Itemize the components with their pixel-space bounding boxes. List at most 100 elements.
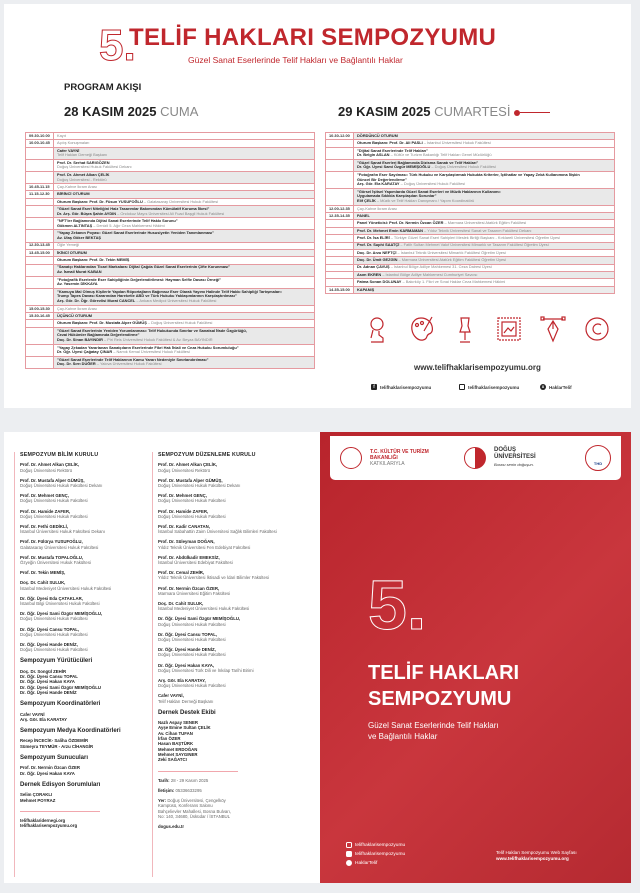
website-url[interactable]: www.telifhaklarisempozyumu.org xyxy=(414,363,541,372)
entry-bold: PANEL xyxy=(357,212,370,218)
content-cell: Fatma Sonan DOLUNAY – Bakırköy 1. Fikri … xyxy=(353,278,615,287)
entry-bold: İKİNCİ OTURUM xyxy=(57,249,87,255)
cover-x[interactable]: HaklarTelif xyxy=(346,860,377,866)
list-name: Nazlı Aspay SENER xyxy=(158,719,198,725)
instagram-handle: telifhaklarisempozyumu xyxy=(468,384,520,390)
content-cell: Prof. Dr. İsa ELİRİ – Türkiye Güzel Sana… xyxy=(353,234,615,243)
entry-detail: – Ankara Medipol Üniversitesi Hukuk Fakü… xyxy=(136,298,217,304)
stamp-icon xyxy=(496,314,522,349)
content-cell: "Fotoğrafın Eser Sayılması: Türk Hukuku … xyxy=(353,170,615,189)
time-cell: 09.30-10.00 xyxy=(25,131,54,141)
member-affiliation: Doğuş Üniversitesi Hukuk Fakültesi xyxy=(158,498,226,504)
content-cell: DÖRDÜNCÜ OTURUM xyxy=(353,131,615,141)
cover-facebook[interactable]: telifhaklarisempozyumu xyxy=(346,851,405,857)
entry-bold: Uygulamada Sıklıkla Karşılaşılan Sorunla… xyxy=(357,193,437,199)
list-name: Sümeyra TEYMÜR - Arzu CİHANGİR xyxy=(20,743,94,749)
date: 28 - 29 Kasım 2025 xyxy=(169,777,209,783)
member-affiliation: Yıldız Teknik Üniversitesi İktisadi ve İ… xyxy=(158,575,269,581)
day2-weekday: CUMARTESİ xyxy=(434,104,511,119)
committee-member: Prof. Dr. Mehmet GENÇ, Doğuş Üniversitesi… xyxy=(158,493,317,503)
entry-line: Prof. Dr. Ahmet Alkan ÇELİK xyxy=(57,172,311,178)
entry-line: Doç. Dr. Sırrı DÜĞER – Yalova Üniversite… xyxy=(57,362,311,367)
entry-bold: Gökmen ALTINTAŞ xyxy=(57,222,93,228)
program-page: 5. TELİF HAKLARI SEMPOZYUMU Güzel Sanat … xyxy=(4,4,631,408)
edisyon-list: Selim ÇORAKLI Mehmet POYRAZ xyxy=(20,792,154,803)
x-handle: HaklarTelif xyxy=(549,384,572,390)
entry-line: "Güzel Sanat Eserlerinde Telif Haklarını… xyxy=(57,357,311,363)
time-cell xyxy=(25,326,54,345)
committee-member: Prof. Dr. Hamide ZAFER, Doğuş Üniversites… xyxy=(158,509,317,519)
time-cell xyxy=(325,256,354,265)
entry-line: Öğle Yemeği xyxy=(57,242,311,248)
dogus-text: DOĞUŞ ÜNİVERSİTESİ Burası senin doğuşun. xyxy=(494,447,539,469)
content-cell: "Güzel Sanat Eserlerinde Telif Haklarını… xyxy=(53,355,315,369)
content-cell: "Güzel Sanat Eseri Niteliğini Haiz Tasar… xyxy=(53,205,315,219)
list-name: Dr. Öğr. Üyesi Hakan KAYA xyxy=(20,679,75,685)
member-affiliation: Yıldız Teknik Üniversitesi Fen Edebiyat … xyxy=(158,544,251,550)
duzenleme-title: SEMPOZYUM DÜZENLEME KURULU xyxy=(158,452,256,458)
content-cell: Oturum Başkanı: Prof. Dr. Tekin MEMİŞ xyxy=(53,256,315,265)
time-cell xyxy=(325,170,354,189)
entry-bold: Doç. Dr. Arzu NEFTÇİ xyxy=(357,249,397,255)
yurutucu-list: Doç. Dr. Songül ZEHİR Dr. Öğr. Üyesi Cans… xyxy=(20,669,154,696)
committee-member: Prof. Dr. Mustafa Alper GÜMÜŞ, Doğuş Üniv… xyxy=(158,478,317,488)
content-cell: PANEL xyxy=(353,212,615,221)
entry-bold: Doç. Dr. Ümit GEZGİN xyxy=(357,257,398,263)
entry-detail: Çay-Kahve İkram Arası xyxy=(357,205,398,211)
schedule-row: Oturum Başkanı: Prof. Dr. Füsun YUSUFOĞL… xyxy=(25,197,315,207)
cover-number: 5. xyxy=(367,566,427,644)
entry-line: "Yapay Zekanın Poyası: Güzel Sanat Eserl… xyxy=(57,230,311,236)
committee-member: Prof. Dr. Süleyman DOĞAN, Yıldız Teknik Ü… xyxy=(158,539,317,549)
ministry-text: T.C. KÜLTÜR VE TURİZM BAKANLIĞI KATKILARI… xyxy=(370,449,440,467)
schedule-row: "Güzel Sanat Eseri Niteliğini Haiz Tasar… xyxy=(25,205,315,219)
link[interactable]: telifhaklarisempozyumu.org xyxy=(20,823,78,829)
x-link[interactable]: x HaklarTelif xyxy=(540,384,572,390)
edition-number: 5. xyxy=(99,21,137,70)
cover-web-url[interactable]: www.telifhaklarisempozyumu.org xyxy=(496,856,569,862)
entry-line: Telif Hakları Derneği Başkanı xyxy=(57,152,311,158)
member-affiliation: Doğuş Üniversitesi Hukuk Fakültesi xyxy=(158,683,226,689)
cover-title-2: SEMPOZYUMU xyxy=(368,688,512,710)
content-cell: Öğle Yemeği xyxy=(53,241,315,250)
schedule-row: Oturum Başkanı: Prof. Dr. Ali PASLI – İs… xyxy=(325,139,615,148)
divider xyxy=(520,112,551,114)
list-name: Cafer VAYNİ xyxy=(20,711,45,717)
links: telifhaklaridernegi.org telifhaklarisempo… xyxy=(20,818,154,829)
content-cell: BİRİNCİ OTURUM xyxy=(53,190,315,199)
instagram-link[interactable]: telifhaklarisempozyumu xyxy=(459,384,519,390)
entry-line: Çay-Kahve İkram Arası xyxy=(57,184,311,190)
day2-heading: 29 KASIM 2025 CUMARTESİ xyxy=(338,104,551,119)
thd-logo: THD xyxy=(585,445,611,471)
time-cell: 11.15-12.30 xyxy=(25,190,54,199)
content-cell: "Dijital Sanat Eserlerinde Telif Hakları… xyxy=(353,146,615,160)
entry-line: Doç. Dr. Arzu NEFTÇİ – İstanbul Teknik Ü… xyxy=(357,249,611,256)
entry-bold: "NFT'ler Bağlamında Dijital Sanat Eserle… xyxy=(57,218,178,224)
time-cell xyxy=(25,355,54,369)
ministry-name: T.C. KÜLTÜR VE TURİZM BAKANLIĞI xyxy=(370,449,429,461)
member-affiliation: Doğuş Üniversitesi Türk Dili ve İnkılap … xyxy=(158,667,254,673)
member-name: Prof. Dr. Kadir CANATAN, xyxy=(158,523,210,529)
icon-row xyxy=(364,314,610,349)
entry-detail: – Fatih Sultan Mehmet Vakıf Üniversitesi… xyxy=(400,242,549,248)
cover-web-label: Telif Hakları Sempozyumu Web Sayfası xyxy=(496,850,577,855)
facebook-link[interactable]: f telifhaklarisempozyumu xyxy=(371,384,431,390)
list-name: Zeki SAĞATCI xyxy=(158,757,187,763)
link[interactable]: telifhaklaridernegi.org xyxy=(20,817,66,823)
entry-bold: Prof. Dr. İsa ELİRİ xyxy=(357,234,390,240)
entry-line: Çay-Kahve İkram Arası xyxy=(357,205,611,212)
cover-instagram[interactable]: telifhaklarisempozyumu xyxy=(346,842,405,848)
member-name: Prof. Dr. Tekin MEMİŞ, xyxy=(20,570,66,576)
schedule-row: Doç. Dr. Arzu NEFTÇİ – İstanbul Teknik Ü… xyxy=(325,248,615,258)
entry-detail: – Galatasaray Üniversitesi Hukuk Fakülte… xyxy=(143,198,219,204)
entry-bold: "Görsel İşitsel Yapımlarda Güzel Sanat E… xyxy=(357,188,501,194)
bilim-title: SEMPOZYUM BİLİM KURULU xyxy=(20,452,99,458)
entry-bold: Asım EKREN xyxy=(357,271,382,277)
content-cell: Prof. Dr. Mehmet Emin KARMAMAN – Yıldız … xyxy=(353,226,615,236)
bullet-icon xyxy=(514,109,521,116)
member-name: Prof. Dr. Fülürya YUSUFOĞLU, xyxy=(20,539,83,545)
schedule-row: Doç. Dr. Ümit GEZGİN – Marmara Üniversit… xyxy=(325,256,615,265)
entry-line: DÖRDÜNCÜ OTURUM xyxy=(357,133,611,139)
entry-line: BİRİNCİ OTURUM xyxy=(57,191,311,197)
site-link[interactable]: dogus.edu.tr xyxy=(158,824,185,830)
day1-weekday: CUMA xyxy=(160,104,199,119)
